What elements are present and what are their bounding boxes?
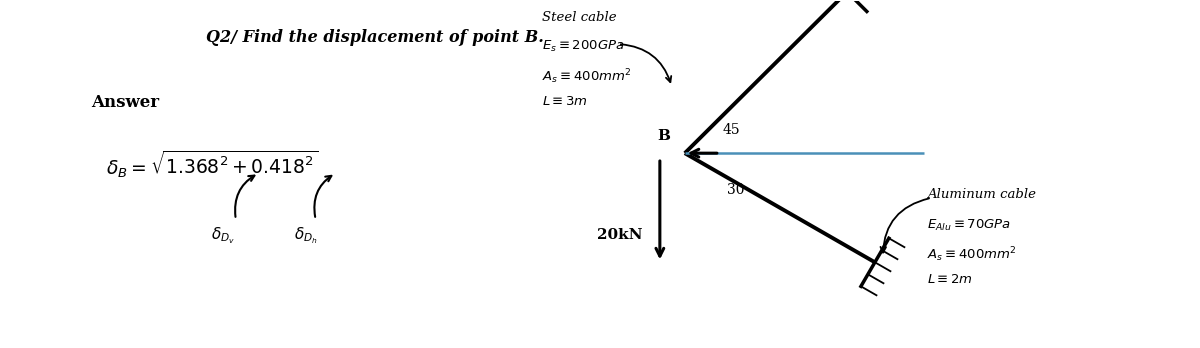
Text: 45: 45 [722,123,740,137]
Text: Steel cable: Steel cable [542,11,617,24]
Text: $E_s \equiv 200GPa$: $E_s \equiv 200GPa$ [542,39,625,54]
Text: 30: 30 [727,183,744,197]
Text: $\delta_{D_h}$: $\delta_{D_h}$ [294,226,318,246]
Text: Aluminum cable: Aluminum cable [926,188,1036,201]
Text: $\delta_{D_v}$: $\delta_{D_v}$ [211,226,235,246]
Text: $E_{Alu} \equiv 70GPa$: $E_{Alu} \equiv 70GPa$ [926,218,1010,233]
Text: $A_s \equiv 400mm^2$: $A_s \equiv 400mm^2$ [542,67,632,86]
Text: $L \equiv 2m$: $L \equiv 2m$ [926,273,972,286]
Text: Q2/ Find the displacement of point B.: Q2/ Find the displacement of point B. [206,29,544,46]
Text: $L \equiv 3m$: $L \equiv 3m$ [542,95,588,108]
Text: $A_s \equiv 400mm^2$: $A_s \equiv 400mm^2$ [926,245,1016,264]
Text: $\delta_{\it{B}} = \sqrt{1.368^2 + 0.418^2}$: $\delta_{\it{B}} = \sqrt{1.368^2 + 0.418… [106,148,318,180]
Text: Answer: Answer [91,94,160,111]
Text: 20kN: 20kN [598,228,643,242]
Text: B: B [656,129,670,143]
